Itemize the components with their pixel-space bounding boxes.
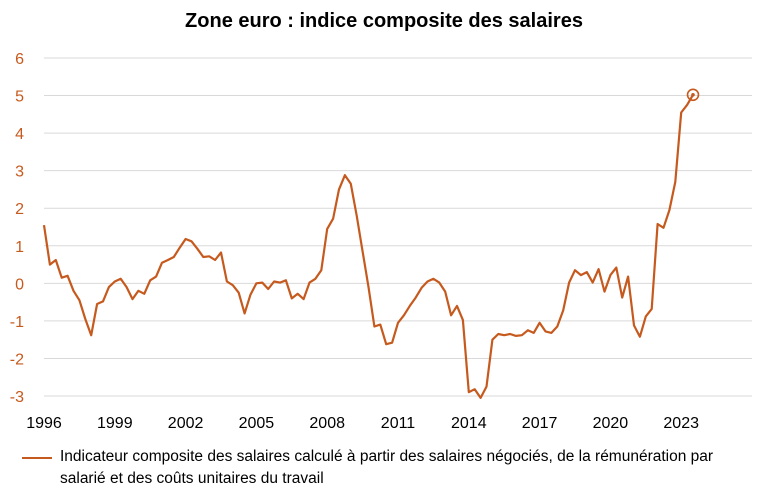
y-tick-label: 6	[15, 51, 24, 68]
y-tick-label: 0	[15, 276, 24, 293]
x-tick-label: 2023	[663, 415, 699, 432]
x-tick-label: 2005	[239, 415, 275, 432]
legend: Indicateur composite des salaires calcul…	[20, 446, 760, 494]
y-tick-label: -3	[10, 389, 24, 406]
x-tick-label: 2020	[593, 415, 629, 432]
line-chart: -3 -2 -1 0 1 2 3 4 5 6 1996 1999 2002 2005 2008 2011 20…	[10, 51, 752, 432]
y-tick-label: 2	[15, 201, 24, 218]
chart-title: Zone euro : indice composite des salaire…	[185, 10, 583, 32]
series-line	[42, 94, 694, 399]
legend-swatch	[22, 457, 52, 459]
x-tick-label: 2002	[168, 415, 204, 432]
x-tick-label: 2017	[522, 415, 558, 432]
y-tick-label: 4	[15, 126, 24, 143]
y-tick-label: -2	[10, 351, 24, 368]
series-layer	[42, 88, 700, 399]
y-tick-label: 1	[15, 239, 24, 256]
y-tick-label: -1	[10, 314, 24, 331]
x-tick-label: 1996	[26, 415, 62, 432]
y-tick-label: 3	[15, 164, 24, 181]
last-point-dot	[691, 93, 695, 97]
x-axis-ticks: 1996 1999 2002 2005 2008 2011 2014 2017 2020 2023	[26, 415, 699, 432]
x-tick-label: 2011	[381, 415, 416, 432]
x-tick-label: 2008	[309, 415, 345, 432]
y-axis-ticks: -3 -2 -1 0 1 2 3 4 5 6	[10, 51, 24, 406]
last-point-marker	[686, 88, 700, 102]
gridlines	[44, 57, 752, 397]
legend-label: Indicateur composite des salaires calcul…	[60, 448, 714, 487]
x-tick-label: 2014	[451, 415, 487, 432]
y-tick-label: 5	[15, 89, 24, 106]
x-tick-label: 1999	[97, 415, 133, 432]
